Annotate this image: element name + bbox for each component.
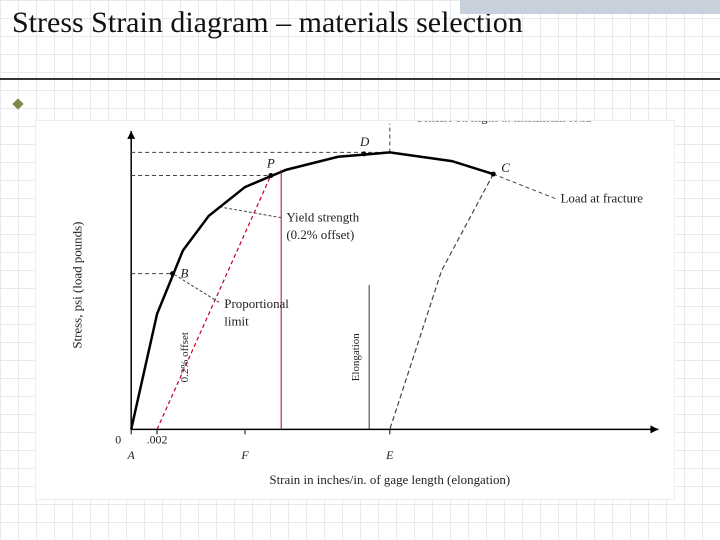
svg-text:Strain in inches/in. of gage l: Strain in inches/in. of gage length (elo… <box>269 472 510 487</box>
svg-text:D: D <box>359 134 370 149</box>
svg-text:(0.2% offset): (0.2% offset) <box>286 227 354 242</box>
svg-text:0: 0 <box>115 432 121 446</box>
title-accent <box>460 0 720 14</box>
svg-text:P: P <box>266 156 275 171</box>
title-bar: Stress Strain diagram – materials select… <box>0 0 720 80</box>
stress-strain-chart: B P D C 0A .002 F E Strain in inches/in. of gage… <box>35 120 675 500</box>
svg-text:Stress, psi (load pounds): Stress, psi (load pounds) <box>69 222 84 349</box>
chart-svg: B P D C 0A .002 F E Strain in inches/in. of gage… <box>36 121 674 499</box>
svg-text:limit: limit <box>224 314 249 329</box>
bullet-icon <box>12 98 23 109</box>
svg-text:F: F <box>240 448 249 462</box>
svg-text:Proportional: Proportional <box>224 296 289 311</box>
svg-text:.002: .002 <box>147 432 168 446</box>
svg-text:Yield strength: Yield strength <box>286 210 359 225</box>
svg-text:0.2% offset: 0.2% offset <box>179 332 191 382</box>
svg-text:C: C <box>501 160 510 175</box>
svg-text:B: B <box>181 266 189 281</box>
svg-text:Elongation: Elongation <box>350 333 362 382</box>
svg-text:E: E <box>385 448 394 462</box>
svg-text:A: A <box>127 448 136 462</box>
svg-text:Load at fracture: Load at fracture <box>561 191 644 206</box>
svg-text:Tensile strength at maximum lo: Tensile strength at maximum load <box>416 121 592 125</box>
